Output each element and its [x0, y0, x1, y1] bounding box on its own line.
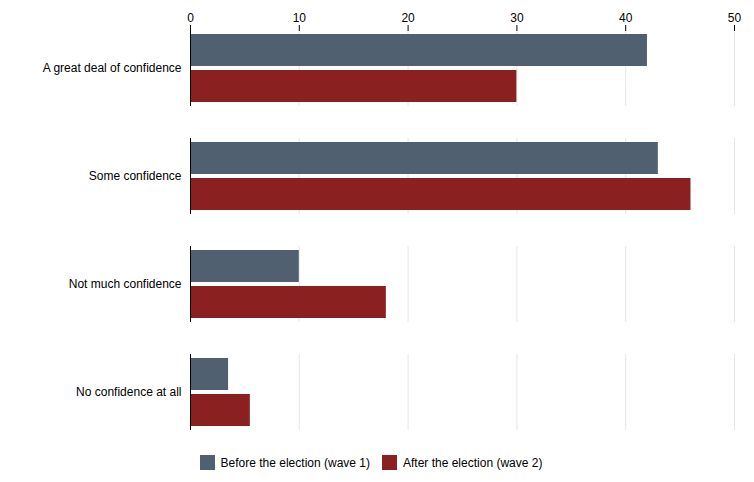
svg-text:Some confidence: Some confidence	[89, 169, 182, 183]
svg-text:No confidence at all: No confidence at all	[76, 385, 181, 399]
svg-text:A great deal of confidence: A great deal of confidence	[43, 61, 182, 75]
svg-text:0: 0	[187, 11, 194, 25]
svg-text:50: 50	[728, 11, 742, 25]
svg-text:20: 20	[401, 11, 415, 25]
svg-text:Not much confidence: Not much confidence	[69, 277, 182, 291]
html-text:Before the election (wave 1): Before the election (wave 1)	[220, 455, 370, 470]
svg-text:30: 30	[510, 11, 524, 25]
html-text:After the election (wave 2): After the election (wave 2)	[403, 455, 543, 470]
svg-text:40: 40	[619, 11, 633, 25]
svg-text:10: 10	[293, 11, 307, 25]
